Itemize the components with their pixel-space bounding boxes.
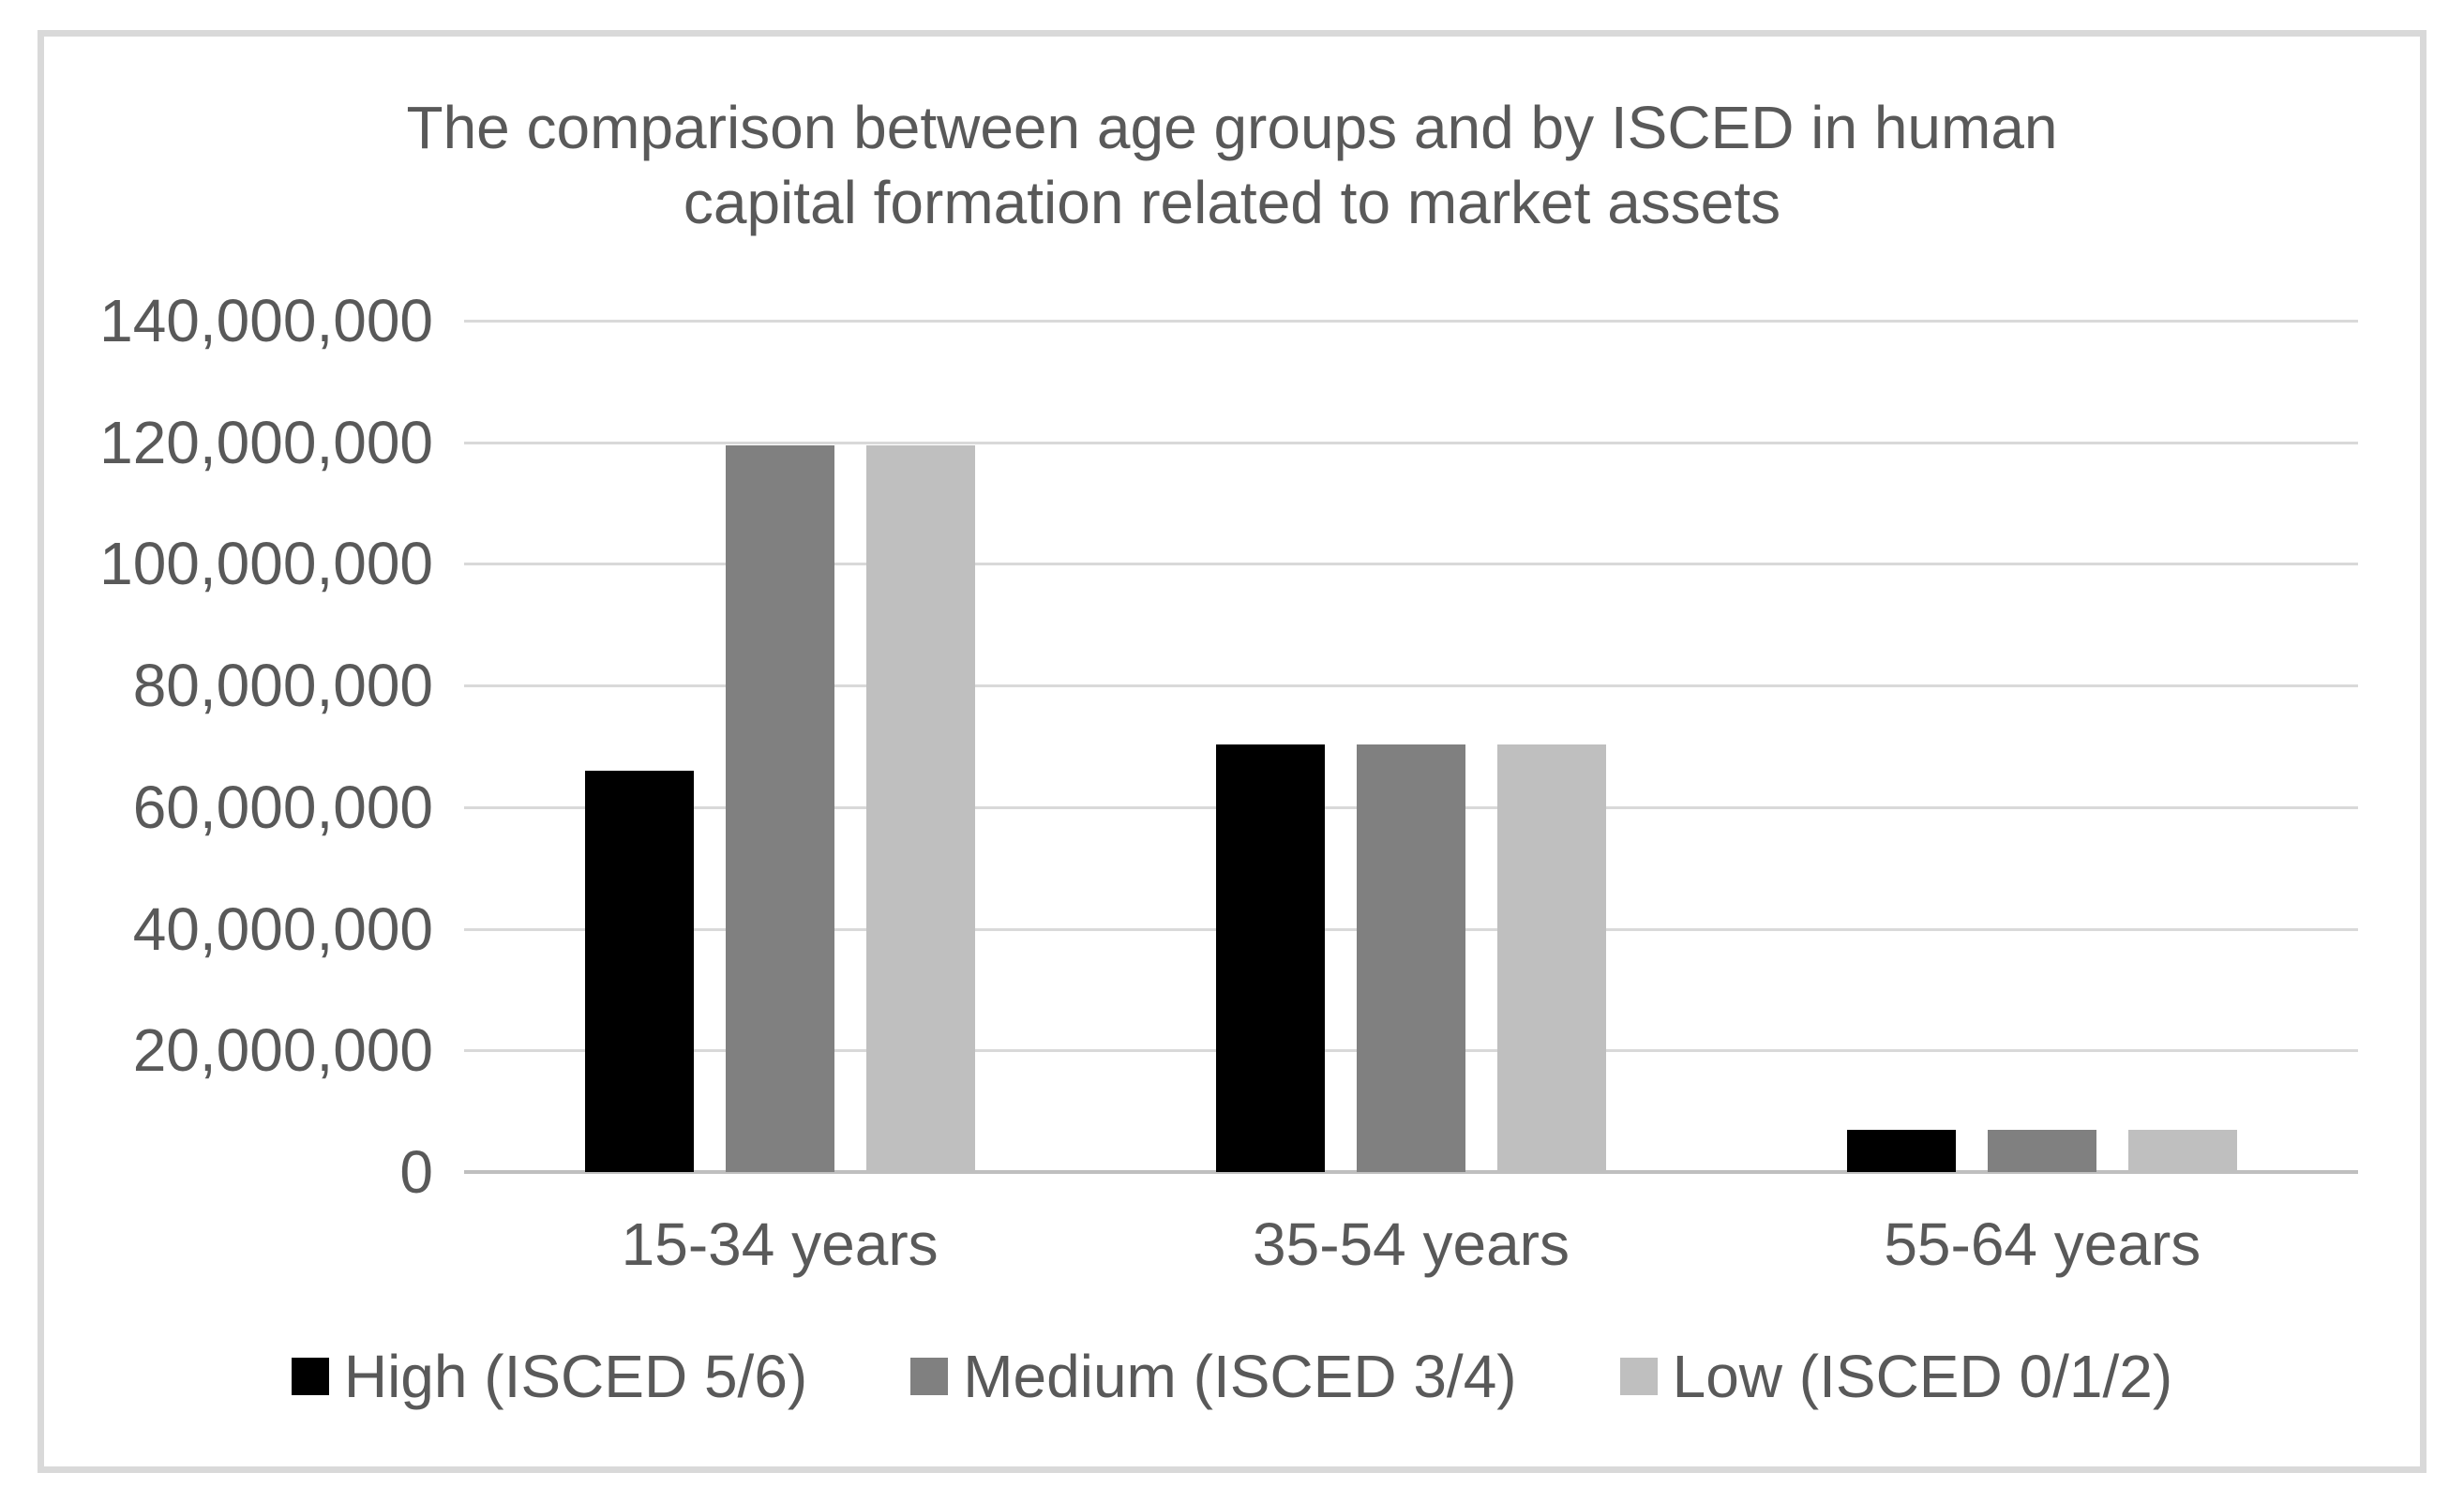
bar xyxy=(1215,744,1325,1172)
y-tick-label: 80,000,000 xyxy=(132,652,433,720)
y-tick-label: 60,000,000 xyxy=(132,773,433,841)
legend-swatch-icon xyxy=(1619,1358,1658,1395)
y-tick-label: 40,000,000 xyxy=(132,894,433,963)
bar xyxy=(725,444,834,1172)
y-tick-label: 100,000,000 xyxy=(99,530,433,598)
x-axis-line xyxy=(464,1170,2358,1174)
bar xyxy=(2128,1129,2238,1172)
legend-item: Low (ISCED 0/1/2) xyxy=(1619,1343,2173,1410)
bar-group xyxy=(1095,321,1726,1172)
bar xyxy=(1356,744,1465,1172)
legend: High (ISCED 5/6) Medium (ISCED 3/4) Low (I… xyxy=(0,1343,2464,1410)
gridline xyxy=(464,441,2358,444)
bar xyxy=(1496,744,1606,1172)
legend-swatch-icon xyxy=(291,1358,329,1395)
gridline xyxy=(464,684,2358,688)
legend-label: High (ISCED 5/6) xyxy=(343,1343,808,1410)
chart-title: The comparison between age groups and by… xyxy=(406,94,2058,236)
legend-item: High (ISCED 5/6) xyxy=(291,1343,808,1410)
plot-area xyxy=(464,321,2358,1172)
bar xyxy=(1988,1129,2097,1172)
x-axis-category-labels: 15-34 years 35-54 years 55-64 years xyxy=(464,1210,2358,1279)
x-category-label: 35-54 years xyxy=(1253,1210,1570,1278)
bar xyxy=(1847,1129,1957,1172)
bar-group xyxy=(1727,321,2358,1172)
y-tick-label: 140,000,000 xyxy=(99,287,433,354)
y-tick-label: 0 xyxy=(399,1138,433,1206)
x-category-label: 15-34 years xyxy=(621,1210,939,1278)
gridline xyxy=(464,563,2358,566)
bar-group xyxy=(464,321,1095,1172)
y-tick-label: 120,000,000 xyxy=(99,408,433,476)
x-category-label: 55-64 years xyxy=(1884,1210,2201,1278)
legend-item: Medium (ISCED 3/4) xyxy=(910,1343,1517,1410)
legend-label: Low (ISCED 0/1/2) xyxy=(1672,1343,2173,1410)
bar xyxy=(584,770,694,1172)
legend-label: Medium (ISCED 3/4) xyxy=(963,1343,1517,1410)
gridline xyxy=(464,320,2358,323)
bar xyxy=(865,444,975,1172)
y-tick-label: 20,000,000 xyxy=(132,1016,433,1085)
legend-swatch-icon xyxy=(910,1358,949,1395)
